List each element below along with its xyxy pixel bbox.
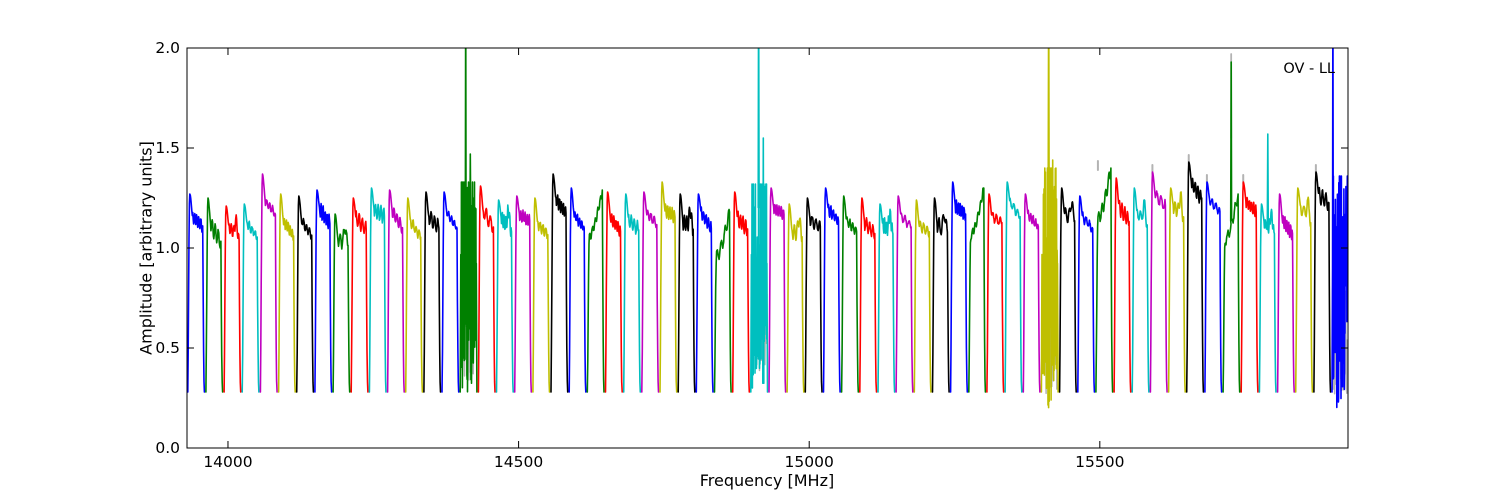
y-tick-label: 2.0 (155, 39, 180, 57)
y-tick-label: 0.0 (155, 439, 180, 457)
x-tick-label: 15000 (784, 453, 834, 471)
x-axis-label: Frequency [MHz] (699, 471, 835, 490)
x-tick-label: 14500 (493, 453, 544, 471)
y-axis-label: Amplitude [arbitrary units] (136, 141, 156, 355)
y-tick-label: 1.5 (155, 139, 180, 157)
y-tick-label: 1.0 (155, 239, 180, 257)
x-tick-label: 15500 (1075, 453, 1125, 471)
y-tick-label: 0.5 (155, 339, 180, 357)
correlation-label: OV - LL (1283, 61, 1335, 77)
x-tick-label: 14000 (203, 453, 253, 471)
